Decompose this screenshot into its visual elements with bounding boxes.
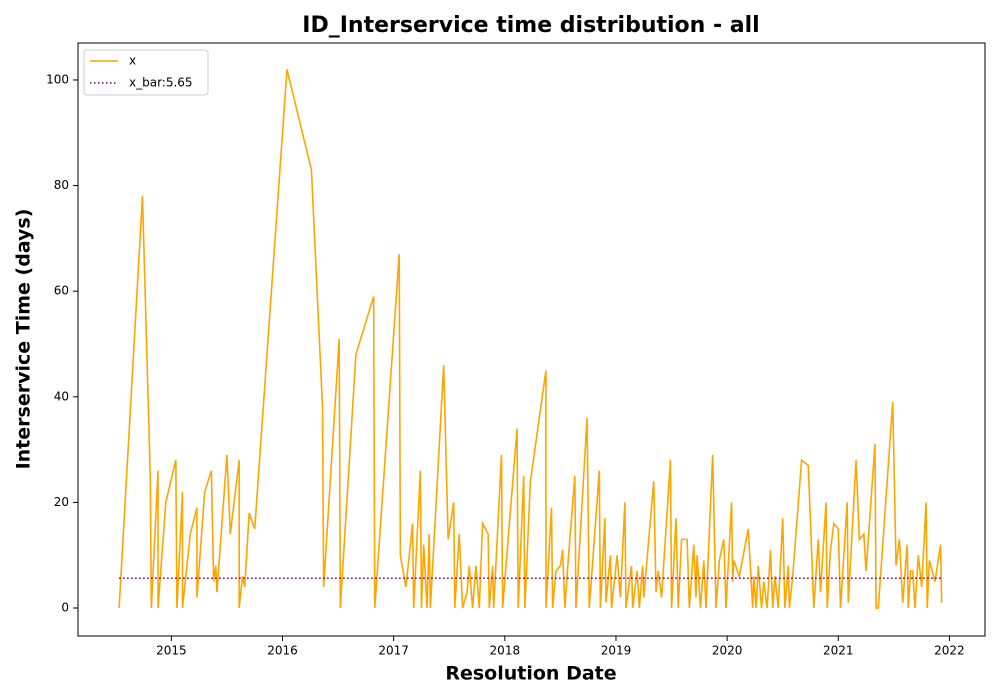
x-tick-label: 2022	[934, 644, 965, 658]
x-tick-label: 2017	[378, 644, 409, 658]
data-line	[118, 69, 943, 609]
y-tick-label: 60	[54, 284, 69, 298]
y-tick-label: 0	[61, 601, 69, 615]
x-tick-label: 2015	[156, 644, 187, 658]
plot-frame	[77, 42, 986, 637]
y-tick-label: 40	[54, 389, 69, 403]
y-tick-label: 20	[54, 495, 69, 509]
y-tick-label: 80	[54, 178, 69, 192]
legend-label: x_bar:5.65	[129, 76, 193, 90]
chart-title: ID_Interservice time distribution - all	[302, 13, 759, 38]
y-tick-label: 100	[46, 72, 69, 86]
x-tick-label: 2020	[712, 644, 743, 658]
x-tick-label: 2018	[490, 644, 521, 658]
x-tick-label: 2016	[267, 644, 298, 658]
x-tick-label: 2021	[823, 644, 854, 658]
y-axis-label: Interservice Time (days)	[13, 209, 35, 470]
x-tick-label: 2019	[601, 644, 632, 658]
x-axis-label: Resolution Date	[445, 663, 616, 685]
legend-label: x	[129, 54, 136, 68]
